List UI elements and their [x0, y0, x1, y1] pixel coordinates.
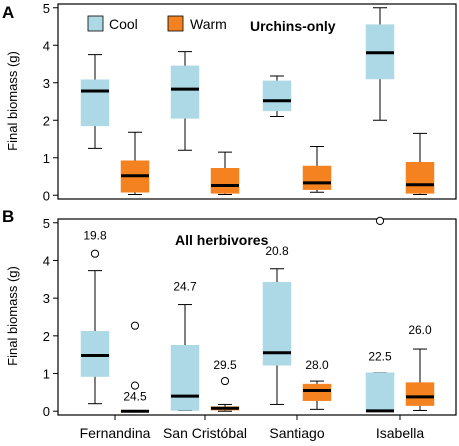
panel-a-san-cristobal-cool-box: [170, 65, 200, 119]
legend-label-warm: Warm: [190, 16, 227, 32]
x-tick-label-fernandina: Fernandina: [80, 425, 151, 441]
panel-b-isabella-warm-box: [405, 382, 435, 406]
legend: Cool Warm: [87, 15, 227, 32]
panel-a-y-tick-label-5: 5: [43, 1, 50, 16]
panel-b-annotation-1: 24.5: [123, 390, 147, 404]
panel-b-fernandina-warm-outlier-1: [130, 321, 140, 330]
x-tick-label-isabella: Isabella: [376, 425, 424, 441]
panel-b-annotation-0: 19.8: [83, 229, 107, 243]
panel-b-isabella-cool-outlier-0: [375, 216, 385, 225]
panel-b-annotation-3: 29.5: [213, 358, 237, 372]
panel-a-fernandina-cool-box: [80, 79, 110, 127]
panel-b-boxes: [80, 216, 435, 413]
legend-swatch-cool: [87, 15, 104, 32]
panel-b-san-cristobal-warm-outlier-0: [220, 376, 230, 386]
legend-label-cool: Cool: [109, 16, 138, 32]
panel-b-y-tick-label-3: 3: [43, 291, 50, 306]
panel-b-annotation-7: 26.0: [408, 323, 432, 337]
panel-b-y-tick-label-4: 4: [43, 253, 50, 268]
panel-a-title: Urchins-only: [250, 18, 336, 34]
panel-a-y-axis: 0 1 2 3 4 5: [43, 1, 58, 203]
panel-b-san-cristobal-cool-box: [170, 345, 200, 411]
panel-b-y-tick-label-5: 5: [43, 216, 50, 231]
panel-a-label: A: [2, 3, 14, 22]
panel-b-fernandina-warm-outlier-0: [130, 381, 140, 390]
panel-b-y-tick-label-2: 2: [43, 329, 50, 344]
panel-a-boxes: [80, 7, 435, 195]
panel-b-y-tick-label-0: 0: [43, 404, 50, 419]
panel-b-santiago-warm-box: [302, 383, 332, 401]
panel-b-y-axis-label: Final biomass (g): [5, 266, 20, 366]
panel-a-y-tick-label-1: 1: [43, 151, 50, 166]
panel-b-annotation-2: 24.7: [173, 280, 197, 294]
panel-b: B All herbivores Final biomass (g) 0 1 2 3 4…: [2, 207, 457, 419]
panel-b-annotation-6: 22.5: [368, 349, 392, 363]
panel-b-y-axis: 0 1 2 3 4 5: [43, 216, 58, 419]
x-tick-label-san-cristobal: San Cristóbal: [163, 425, 247, 441]
legend-swatch-warm: [167, 15, 184, 32]
panel-a-y-tick-label-3: 3: [43, 76, 50, 91]
panel-a-santiago-warm-box: [302, 165, 332, 190]
panel-b-title: All herbivores: [175, 232, 269, 248]
panel-b-annotations: 19.8 24.5 24.7 29.5 20.8 28.0 22.5 26.0: [83, 229, 432, 404]
panel-a-santiago-cool-box: [262, 80, 292, 112]
x-tick-label-santiago: Santiago: [269, 425, 324, 441]
panel-b-y-tick-label-1: 1: [43, 367, 50, 382]
panel-a-y-tick-label-4: 4: [43, 38, 50, 53]
panel-b-fernandina-cool-outlier-0: [90, 249, 100, 258]
panel-b-annotation-4: 20.8: [265, 244, 289, 258]
panel-a-y-tick-label-2: 2: [43, 113, 50, 128]
panel-a-plot-frame: [57, 3, 457, 200]
x-axis: Fernandina San Cristóbal Santiago Isabella: [80, 415, 424, 441]
panel-b-isabella-cool-box: [365, 372, 395, 412]
panel-b-fernandina-cool-box: [80, 331, 110, 377]
panel-a-y-axis-label: Final biomass (g): [5, 51, 20, 151]
panel-a-isabella-warm-box: [405, 162, 435, 194]
panel-b-annotation-5: 28.0: [305, 358, 329, 372]
panel-a-san-cristobal-warm-box: [210, 168, 240, 194]
panel-a: A Urchins-only Cool Warm Final biomass (…: [2, 1, 457, 203]
panel-b-plot-frame: [57, 218, 457, 416]
panel-b-label: B: [2, 207, 14, 226]
panel-a-y-tick-label-0: 0: [43, 188, 50, 203]
